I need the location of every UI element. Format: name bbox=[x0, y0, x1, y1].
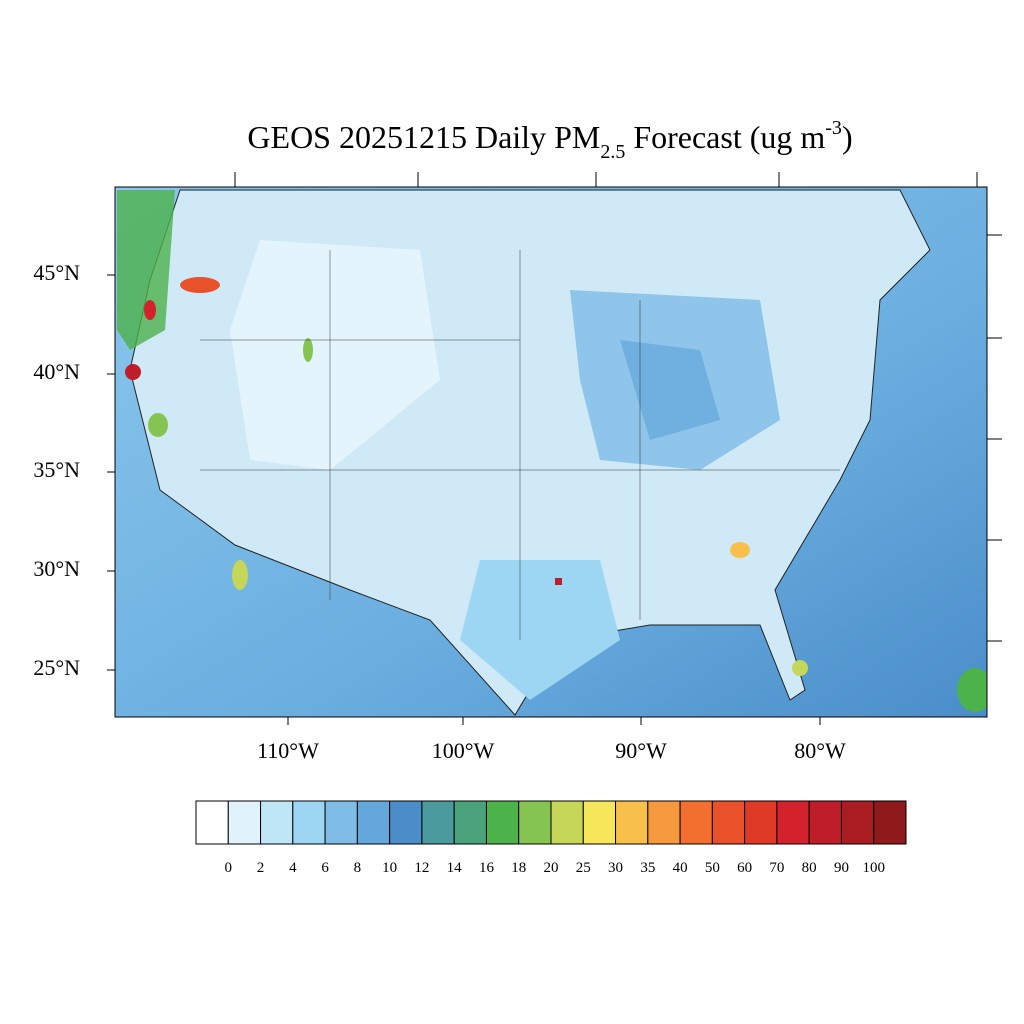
colorbar-box bbox=[873, 800, 907, 845]
hotspot bbox=[232, 560, 248, 590]
colorbar-label: 6 bbox=[321, 860, 329, 876]
colorbar-label: 80 bbox=[802, 860, 817, 876]
hotspot bbox=[730, 542, 750, 558]
lat-label: 35°N bbox=[33, 457, 80, 482]
colorbar-label: 35 bbox=[640, 860, 655, 876]
hotspot bbox=[555, 578, 562, 585]
texas-haze bbox=[460, 560, 620, 700]
title-sup: -3 bbox=[825, 117, 842, 139]
colorbar-box bbox=[711, 800, 746, 845]
hotspot bbox=[957, 668, 987, 712]
hotspot bbox=[303, 338, 313, 362]
state-lines bbox=[200, 250, 840, 640]
colorbar-box bbox=[808, 800, 842, 845]
map-frame bbox=[114, 186, 988, 718]
title-rest: Forecast (ug m bbox=[625, 119, 825, 155]
colorbar-box bbox=[582, 800, 617, 845]
colorbar-label: 70 bbox=[769, 860, 784, 876]
colorbar-label: 14 bbox=[447, 860, 463, 876]
nw-green bbox=[117, 190, 175, 350]
ticks bbox=[107, 172, 1002, 725]
colorbar-box bbox=[550, 800, 584, 845]
colorbar-box bbox=[227, 800, 262, 845]
hotspot bbox=[180, 277, 220, 293]
hotspot bbox=[148, 413, 168, 437]
colorbar-label: 30 bbox=[608, 860, 623, 876]
colorbar-label: 16 bbox=[479, 860, 495, 876]
plains-clean bbox=[230, 240, 440, 470]
colorbar: 0 2 4 6 8 10 12 14 16 18 20 25 30 35 40 50 60 70 80 90 100 bbox=[195, 800, 907, 876]
colorbar-label: 10 bbox=[382, 860, 397, 876]
colorbar-label: 4 bbox=[289, 860, 297, 876]
colorbar-label: 8 bbox=[354, 860, 362, 876]
lat-label: 25°N bbox=[33, 655, 80, 680]
map bbox=[107, 172, 1002, 725]
title-end: ) bbox=[842, 119, 853, 155]
colorbar-label: 90 bbox=[834, 860, 849, 876]
colorbar-box bbox=[518, 800, 552, 845]
colorbar-box bbox=[324, 800, 358, 845]
hotspot bbox=[125, 364, 141, 380]
colorbar-box bbox=[195, 800, 229, 845]
lon-label: 100°W bbox=[432, 738, 495, 763]
midwest-core bbox=[620, 340, 720, 440]
colorbar-box bbox=[485, 800, 520, 845]
colorbar-box bbox=[356, 800, 391, 845]
colorbar-box bbox=[744, 800, 778, 845]
lon-label: 80°W bbox=[794, 738, 846, 763]
colorbar-box bbox=[840, 800, 875, 845]
colorbar-box bbox=[260, 800, 294, 845]
title-sub: 2.5 bbox=[600, 141, 625, 163]
hotspot bbox=[144, 300, 156, 320]
colorbar-label: 0 bbox=[225, 860, 233, 876]
colorbar-box bbox=[679, 800, 713, 845]
lat-label: 30°N bbox=[33, 556, 80, 581]
colorbar-label: 60 bbox=[737, 860, 752, 876]
colorbar-label: 12 bbox=[414, 860, 429, 876]
colorbar-label: 2 bbox=[257, 860, 265, 876]
colorbar-box bbox=[776, 800, 810, 845]
colorbar-label: 18 bbox=[511, 860, 526, 876]
colorbar-label: 20 bbox=[544, 860, 559, 876]
colorbar-box bbox=[389, 800, 423, 845]
title-main: GEOS 20251215 Daily PM bbox=[247, 119, 600, 155]
lat-label: 40°N bbox=[33, 359, 80, 384]
colorbar-label: 100 bbox=[862, 860, 885, 876]
colorbar-box bbox=[615, 800, 649, 845]
colorbar-box bbox=[421, 800, 455, 845]
colorbar-label: 40 bbox=[673, 860, 688, 876]
lon-label: 90°W bbox=[615, 738, 667, 763]
colorbar-label: 50 bbox=[705, 860, 720, 876]
lat-label: 45°N bbox=[33, 260, 80, 285]
colorbar-label: 25 bbox=[576, 860, 591, 876]
hotspot bbox=[792, 660, 808, 676]
title: GEOS 20251215 Daily PM2.5 Forecast (ug m… bbox=[247, 117, 852, 163]
lon-label: 110°W bbox=[257, 738, 319, 763]
colorbar-box bbox=[292, 800, 326, 845]
colorbar-box bbox=[453, 800, 487, 845]
colorbar-box bbox=[647, 800, 681, 845]
